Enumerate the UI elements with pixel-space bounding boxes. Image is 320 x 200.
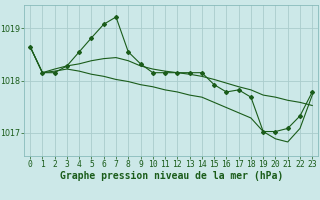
X-axis label: Graphe pression niveau de la mer (hPa): Graphe pression niveau de la mer (hPa) [60, 171, 283, 181]
